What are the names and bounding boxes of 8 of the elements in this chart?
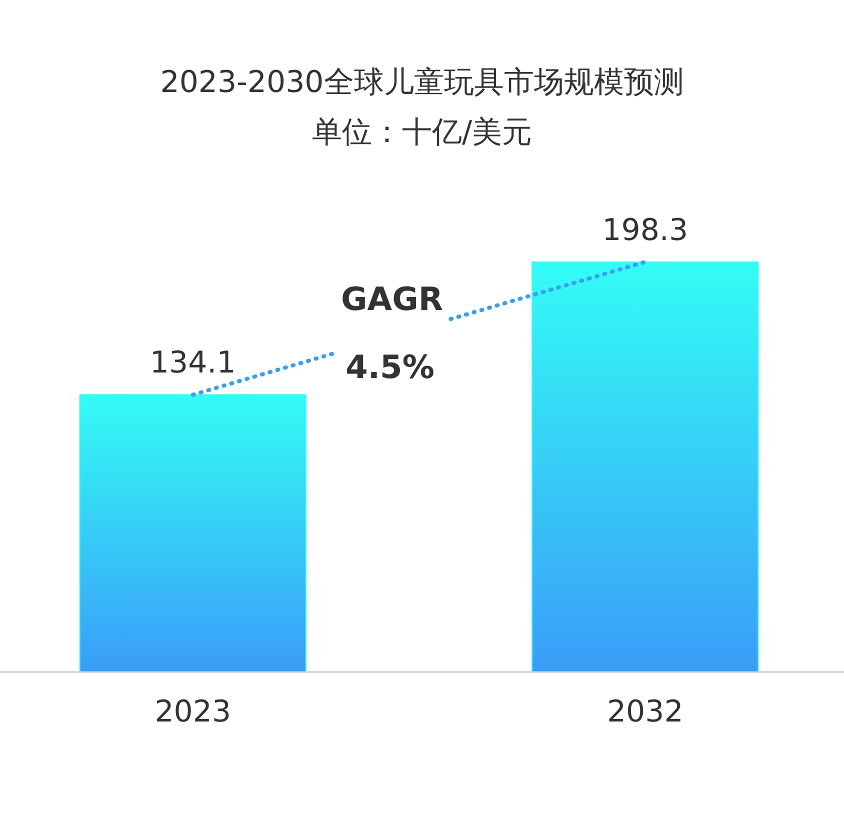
chart-subtitle: 单位：十亿/美元 xyxy=(312,115,532,150)
x-tick-label: 2032 xyxy=(606,694,684,730)
annotation: GAGR xyxy=(341,280,443,318)
annotation: 4.5% xyxy=(346,348,434,386)
chart-title: 2023-2030全球儿童玩具市场规模预测 xyxy=(160,65,684,100)
x-tick-label: 2023 xyxy=(154,694,232,730)
data-label: 198.3 xyxy=(602,213,688,248)
data-label: 134.1 xyxy=(150,346,236,381)
